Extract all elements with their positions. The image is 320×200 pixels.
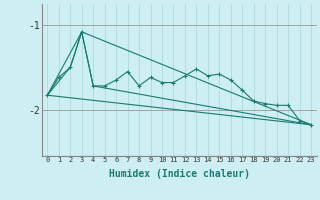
X-axis label: Humidex (Indice chaleur): Humidex (Indice chaleur): [109, 169, 250, 179]
